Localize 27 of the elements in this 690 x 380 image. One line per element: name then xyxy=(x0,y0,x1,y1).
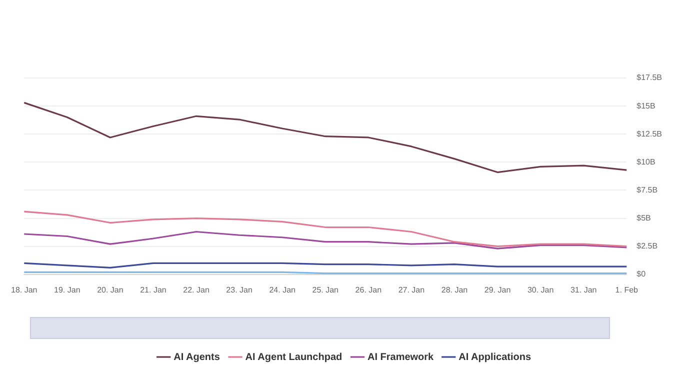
legend-label: AI Agent Launchpad xyxy=(245,352,342,363)
legend-label: AI Framework xyxy=(367,352,434,363)
x-tick-label: 31. Jan xyxy=(570,285,597,294)
x-tick-label: 18. Jan xyxy=(10,285,38,294)
x-tick-label: 25. Jan xyxy=(312,285,339,294)
x-tick-label: 1. Feb xyxy=(615,285,639,294)
x-tick-label: 29. Jan xyxy=(484,285,511,294)
x-tick-label: 21. Jan xyxy=(140,285,166,294)
x-tick-label: 19. Jan xyxy=(54,285,80,294)
y-tick-label: $5B xyxy=(636,213,651,222)
y-tick-label: $10B xyxy=(636,157,656,166)
legend-label: AI Agents xyxy=(174,352,220,363)
y-tick-label: $17.5B xyxy=(636,73,662,82)
x-tick-label: 23. Jan xyxy=(226,285,252,294)
x-tick-label: 24. Jan xyxy=(269,285,296,294)
y-tick-label: $2.5B xyxy=(636,242,658,251)
y-tick-label: $12.5B xyxy=(636,129,662,138)
y-tick-label: $15B xyxy=(636,101,656,110)
x-tick-label: 30. Jan xyxy=(527,285,554,294)
y-tick-label: $0 xyxy=(636,270,646,279)
x-tick-label: 27. Jan xyxy=(398,285,425,294)
x-tick-label: 26. Jan xyxy=(355,285,382,294)
x-tick-label: 28. Jan xyxy=(441,285,468,294)
legend-label: AI Applications xyxy=(458,352,532,363)
x-tick-label: 22. Jan xyxy=(183,285,210,294)
x-tick-label: 20. Jan xyxy=(97,285,124,294)
y-tick-label: $7.5B xyxy=(636,185,658,194)
